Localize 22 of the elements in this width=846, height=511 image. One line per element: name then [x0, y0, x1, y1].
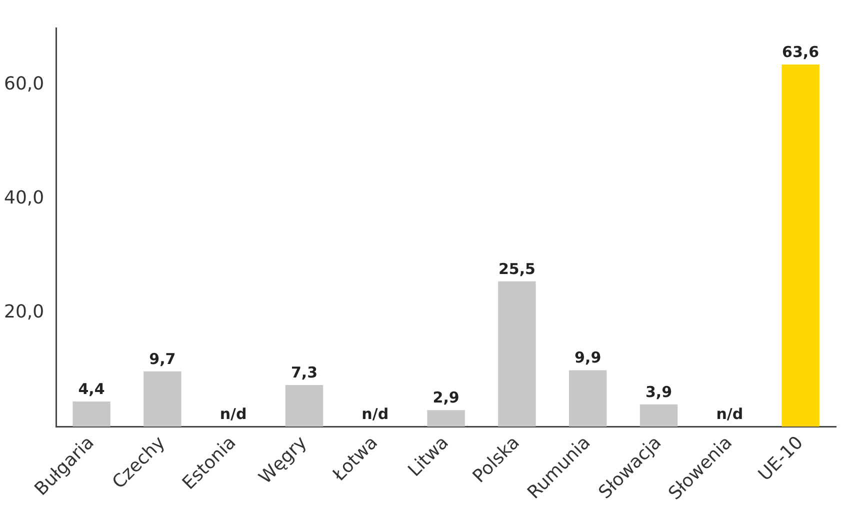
bar [144, 371, 182, 427]
bar [498, 281, 536, 427]
bar [782, 64, 820, 427]
bar [568, 370, 607, 427]
text: n/d [362, 404, 389, 423]
data-label: 2,9 [432, 388, 460, 406]
bar [427, 410, 465, 427]
data-label: 63,6 [782, 42, 820, 61]
bar [640, 404, 678, 427]
y-tick-label: 60,0 [4, 74, 44, 95]
bar [285, 385, 324, 427]
text: n/d [220, 404, 247, 423]
bar [72, 402, 110, 427]
data-label: 7,3 [290, 363, 318, 382]
data-label: 9,9 [574, 348, 602, 367]
data-label: 9,7 [149, 350, 176, 368]
data-label: 4,4 [78, 380, 105, 398]
data-label: 25,5 [498, 260, 536, 278]
y-tick-label: 40,0 [4, 188, 44, 208]
data-label: 3,9 [645, 382, 672, 401]
y-tick-label: 20,0 [4, 301, 44, 322]
text: n/d [716, 404, 744, 423]
